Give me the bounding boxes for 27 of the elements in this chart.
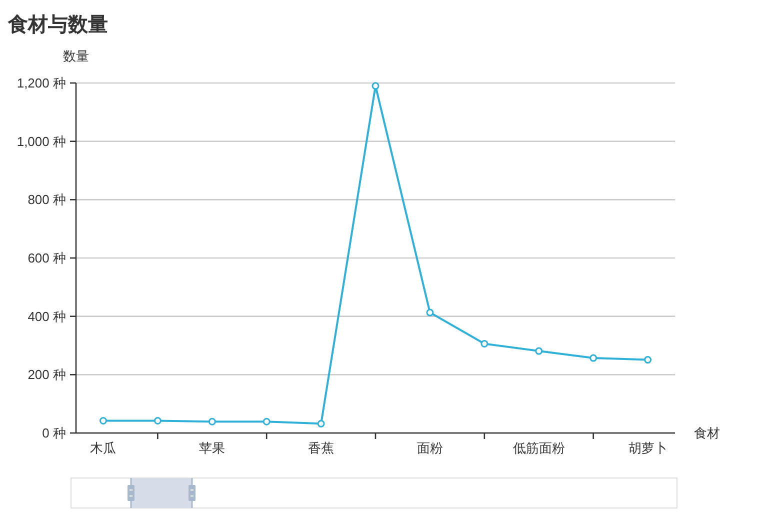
- x-tick-label: 面粉: [416, 440, 443, 456]
- y-tick-label: 1,000 种: [16, 134, 66, 149]
- ylabel: 数量: [63, 48, 89, 64]
- point: [372, 82, 380, 90]
- x-tick-label: 胡萝卜: [628, 440, 668, 456]
- x-tick-label: 苹果: [199, 440, 226, 456]
- point: [208, 418, 216, 426]
- point: [644, 356, 652, 364]
- y-tick-label: 800 种: [28, 192, 66, 208]
- point: [426, 308, 434, 316]
- point: [154, 417, 162, 424]
- x-tick-label: 香蕉: [308, 440, 334, 456]
- y-tick-label: 1,200 种: [16, 76, 66, 90]
- point: [317, 420, 325, 428]
- xlabel: 食材: [694, 426, 720, 440]
- point: [480, 340, 488, 348]
- y-tick-label: 200 种: [28, 367, 66, 382]
- point: [262, 418, 270, 426]
- title: 食材与数量: [8, 14, 108, 36]
- y-tick-label: 400 种: [28, 308, 66, 324]
- x-tick-label: 低筋面粉: [512, 440, 565, 456]
- x-tick-label: 木瓜: [90, 440, 116, 456]
- point: [535, 347, 543, 355]
- y-tick-label: 600 种: [28, 250, 66, 266]
- point: [99, 417, 107, 424]
- point: [590, 354, 598, 362]
- y-tick-label: 0 种: [42, 426, 66, 440]
